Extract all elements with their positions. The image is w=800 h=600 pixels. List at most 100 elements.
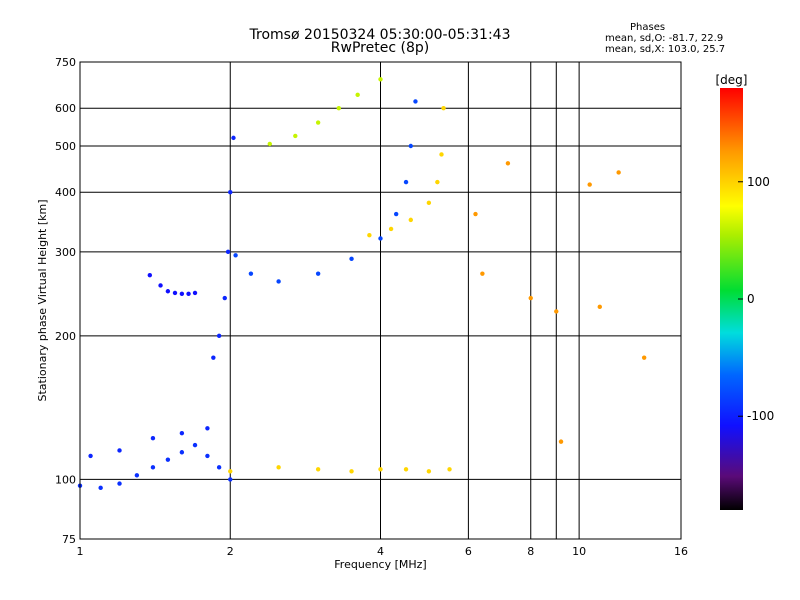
data-point — [172, 290, 178, 296]
data-point — [408, 217, 413, 223]
data-point — [222, 295, 227, 301]
data-point — [216, 465, 222, 470]
data-point — [147, 272, 153, 278]
data-point — [597, 304, 602, 310]
x-tick-label: 8 — [527, 545, 534, 558]
data-point — [225, 249, 231, 255]
x-tick-label: 2 — [227, 545, 234, 558]
data-point — [192, 442, 198, 448]
data-point — [641, 355, 647, 360]
chart-title-line2: RwPretec (8p) — [330, 40, 430, 56]
data-point — [378, 236, 383, 241]
y-tick-label: 100 — [55, 473, 76, 486]
data-point — [276, 465, 281, 470]
data-point — [315, 271, 321, 276]
data-point — [393, 211, 399, 217]
x-tick-label: 6 — [465, 545, 472, 558]
data-point — [505, 161, 511, 166]
colorbar-ticks: 100 0 -100 — [738, 175, 774, 423]
plot-frame — [79, 61, 682, 540]
data-point — [378, 77, 383, 82]
data-point — [205, 426, 210, 431]
data-point — [165, 289, 171, 294]
data-point — [480, 271, 485, 276]
data-point — [558, 439, 564, 444]
chart-grid — [80, 62, 681, 539]
colorbar-tick-label: -100 — [747, 409, 774, 423]
x-tick-label: 1 — [77, 545, 84, 558]
data-point — [336, 106, 342, 111]
data-point — [403, 467, 409, 472]
data-point — [426, 469, 432, 474]
data-point — [179, 291, 185, 296]
data-point — [447, 467, 452, 472]
data-point — [88, 453, 93, 459]
data-point — [554, 309, 559, 314]
data-point — [408, 143, 413, 149]
data-point — [179, 430, 185, 436]
data-point — [435, 179, 440, 185]
data-point — [349, 469, 354, 474]
data-point — [349, 256, 354, 262]
data-point — [473, 211, 478, 217]
data-point — [117, 481, 122, 486]
x-tick-label: 16 — [674, 545, 688, 558]
x-axis-label: Frequency [MHz] — [334, 558, 426, 571]
data-point — [616, 170, 621, 175]
data-point — [205, 453, 210, 459]
data-point — [441, 106, 446, 111]
data-point — [378, 467, 383, 472]
data-point — [211, 355, 216, 360]
data-point — [439, 152, 444, 157]
phases-stats-x: mean, sd,X: 103.0, 25.7 — [605, 44, 726, 55]
data-point — [267, 141, 272, 147]
y-tick-label: 600 — [55, 102, 76, 115]
y-tick-label: 200 — [55, 330, 76, 343]
data-point — [228, 190, 233, 195]
x-tick-label: 10 — [572, 545, 586, 558]
data-point — [315, 467, 321, 472]
data-point — [134, 473, 140, 478]
data-point — [403, 179, 409, 185]
data-point — [276, 279, 281, 284]
y-tick-label: 500 — [55, 140, 76, 153]
data-point — [293, 133, 298, 139]
data-point — [248, 271, 254, 276]
colorbar-unit-label: [deg] — [716, 73, 748, 87]
data-point — [98, 485, 103, 491]
phases-title: Phases — [630, 22, 666, 33]
data-point — [413, 99, 418, 104]
data-point — [179, 450, 185, 455]
colorbar-tick-label: 100 — [747, 175, 770, 189]
y-axis-label: Stationary phase Virtual Height [km] — [36, 199, 49, 401]
data-point — [233, 253, 238, 258]
data-point — [388, 226, 394, 232]
x-axis-ticks: 1 2 4 6 8 10 16 — [77, 545, 689, 558]
data-point — [587, 182, 592, 187]
data-point — [228, 469, 233, 474]
y-tick-label: 75 — [62, 533, 76, 546]
y-tick-label: 400 — [55, 186, 76, 199]
y-axis-ticks: 75 100 200 300 400 500 600 750 — [55, 56, 76, 546]
data-point — [216, 333, 222, 339]
data-point — [117, 448, 122, 453]
data-point — [165, 457, 171, 462]
data-point — [228, 477, 233, 482]
colorbar — [720, 88, 743, 510]
data-point — [528, 295, 533, 301]
colorbar-tick-label: 0 — [747, 292, 755, 306]
y-tick-label: 750 — [55, 56, 76, 69]
phases-stats-o: mean, sd,O: -81.7, 22.9 — [605, 33, 724, 44]
y-tick-label: 300 — [55, 246, 76, 259]
data-point — [150, 436, 156, 441]
data-point — [426, 200, 432, 206]
data-point — [186, 291, 191, 296]
data-point — [192, 290, 198, 296]
data-point — [315, 120, 321, 125]
data-points — [77, 77, 647, 491]
x-tick-label: 4 — [377, 545, 384, 558]
chart-title-line1: Tromsø 20150324 05:30:00-05:31:43 — [249, 27, 511, 43]
data-point — [158, 283, 163, 288]
data-point — [150, 465, 156, 470]
